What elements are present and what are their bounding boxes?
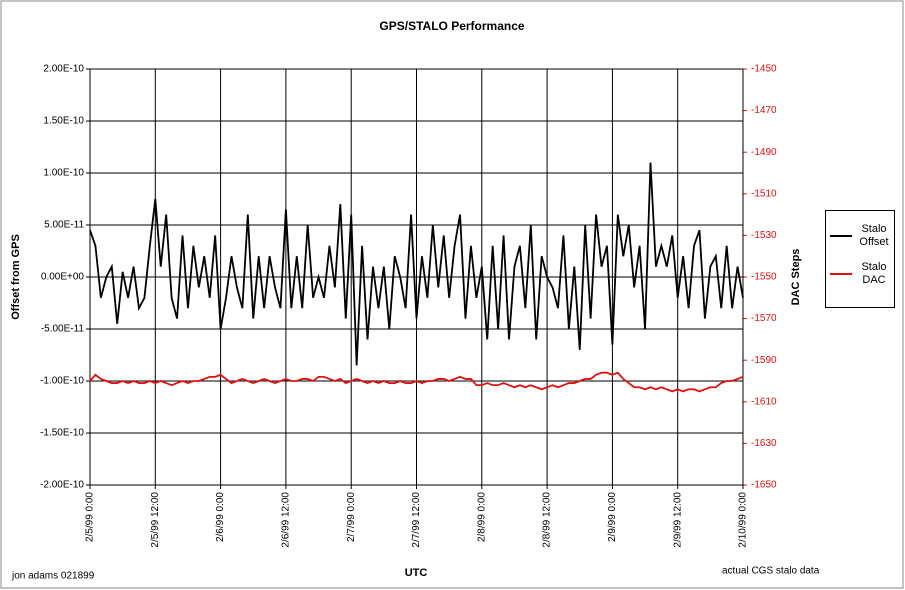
annotation: jon adams 021899 — [11, 571, 95, 582]
y-tick-label: 0.00E+00 — [41, 272, 85, 283]
y2-tick-label: -1490 — [751, 147, 777, 158]
y2-tick-label: -1650 — [751, 480, 777, 491]
y2-tick-label: -1630 — [751, 438, 777, 449]
legend-swatch — [830, 235, 852, 237]
series-line — [89, 371, 744, 393]
y-axis-label: Offset from GPS — [10, 234, 22, 320]
legend: Stalo Offset Stalo DAC — [825, 210, 895, 308]
x-tick-label: 2/5/99 0:00 — [85, 492, 96, 542]
y-tick-label: 2.00E-10 — [43, 64, 84, 75]
legend-label: Stalo DAC — [861, 261, 887, 286]
y2-tick-label: -1510 — [751, 188, 777, 199]
legend-label: Stalo Offset — [859, 223, 889, 248]
y-tick-label: -1.50E-10 — [40, 428, 84, 439]
y2-tick-label: -1470 — [751, 105, 777, 116]
y-tick-label: -1.00E-10 — [40, 376, 84, 387]
x-tick-label: 2/10/99 0:00 — [738, 492, 749, 548]
y-tick-label: 1.00E-10 — [43, 168, 84, 179]
x-tick-label: 2/5/99 12:00 — [150, 492, 161, 548]
y2-tick-label: -1570 — [751, 313, 777, 324]
x-tick-label: 2/9/99 0:00 — [607, 492, 618, 542]
y2-axis-label: DAC Steps — [790, 249, 802, 306]
chart-title: GPS/STALO Performance — [379, 19, 524, 33]
legend-entry: Stalo Offset — [830, 223, 894, 249]
x-tick-label: 2/6/99 0:00 — [215, 492, 226, 542]
x-tick-label: 2/7/99 0:00 — [346, 492, 357, 542]
y-tick-label: 5.00E-11 — [44, 220, 84, 231]
y2-tick-label: -1590 — [751, 355, 777, 366]
x-tick-label: 2/7/99 12:00 — [411, 492, 422, 548]
x-tick-label: 2/8/99 0:00 — [476, 492, 487, 542]
legend-swatch — [830, 273, 852, 275]
legend-entry: Stalo DAC — [830, 261, 894, 287]
x-tick-label: 2/8/99 12:00 — [542, 492, 553, 548]
x-axis-label: UTC — [405, 567, 428, 579]
y-tick-label: -2.00E-10 — [40, 480, 84, 491]
y-tick-label: 1.50E-10 — [43, 116, 84, 127]
x-tick-label: 2/9/99 12:00 — [672, 492, 683, 548]
y2-tick-label: -1450 — [751, 64, 777, 75]
annotation: actual CGS stalo data — [722, 566, 820, 577]
y2-tick-label: -1530 — [751, 230, 777, 241]
y-tick-label: -5.00E-11 — [41, 324, 85, 335]
y2-tick-label: -1550 — [751, 272, 777, 283]
y2-tick-label: -1610 — [751, 396, 777, 407]
series-line — [89, 162, 744, 366]
x-tick-label: 2/6/99 12:00 — [281, 492, 292, 548]
